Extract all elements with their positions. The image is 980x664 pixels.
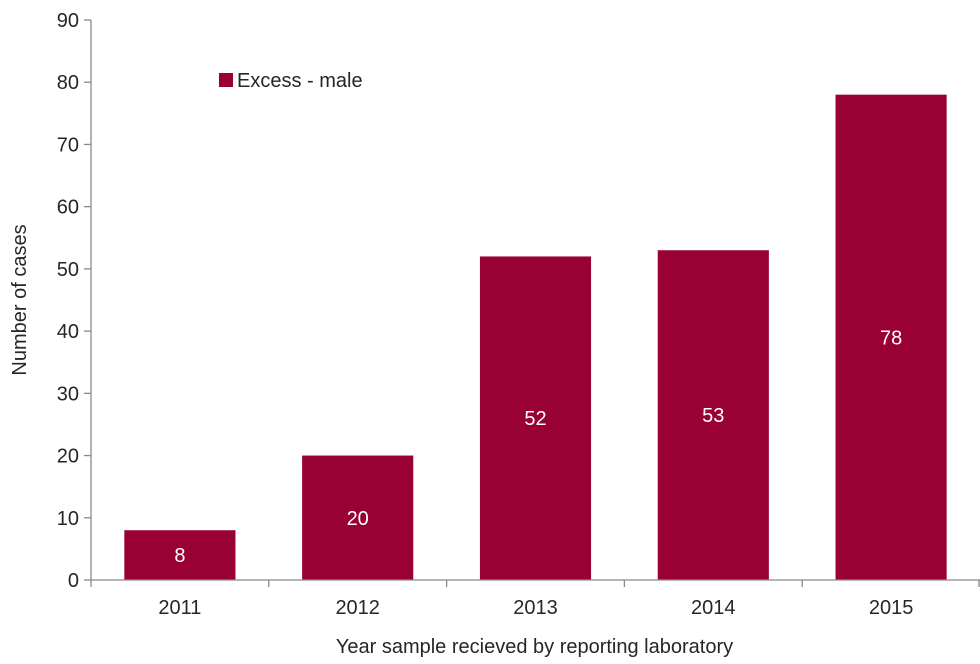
- x-tick-label: 2015: [869, 597, 914, 619]
- x-tick-label: 2012: [335, 597, 380, 619]
- x-axis-title: Year sample recieved by reporting labora…: [336, 636, 733, 658]
- y-tick-label: 60: [57, 197, 79, 219]
- data-labels-group: 8 20 52 53 78: [174, 327, 902, 567]
- y-ticks-group: 0 10 20 30 40 50 60 70 80 90: [57, 10, 91, 592]
- y-tick-label: 40: [57, 321, 79, 343]
- data-label-2015: 78: [880, 327, 902, 349]
- bars-group: [124, 94, 947, 581]
- y-tick-label: 90: [57, 10, 79, 32]
- y-tick-label: 80: [57, 72, 79, 94]
- data-label-2012: 20: [347, 508, 369, 530]
- legend: Excess - male: [219, 70, 363, 92]
- y-axis-title: Number of cases: [9, 224, 31, 375]
- y-tick-label: 20: [57, 446, 79, 468]
- bar-2015: [835, 94, 947, 581]
- legend-label: Excess - male: [237, 70, 363, 92]
- y-tick-label: 50: [57, 259, 79, 281]
- data-label-2013: 52: [524, 408, 546, 430]
- y-tick-label: 10: [57, 508, 79, 530]
- data-label-2014: 53: [702, 405, 724, 427]
- y-tick-label: 30: [57, 383, 79, 405]
- y-tick-label: 0: [68, 570, 79, 592]
- bar-2013: [479, 256, 592, 580]
- bar-2011: [124, 530, 236, 580]
- legend-swatch: [219, 73, 233, 87]
- x-tick-label: 2014: [691, 597, 736, 619]
- y-tick-label: 70: [57, 134, 79, 156]
- axes-group: 0 10 20 30 40 50 60 70 80 90 2011 2012 2013 2014 2015: [57, 10, 980, 619]
- bar-2014: [657, 250, 769, 580]
- data-label-2011: 8: [174, 545, 185, 567]
- bar-2012: [302, 455, 414, 580]
- x-tick-label: 2011: [158, 597, 201, 619]
- x-tick-label: 2013: [513, 597, 558, 619]
- x-ticks-group: 2011 2012 2013 2014 2015: [90, 580, 980, 619]
